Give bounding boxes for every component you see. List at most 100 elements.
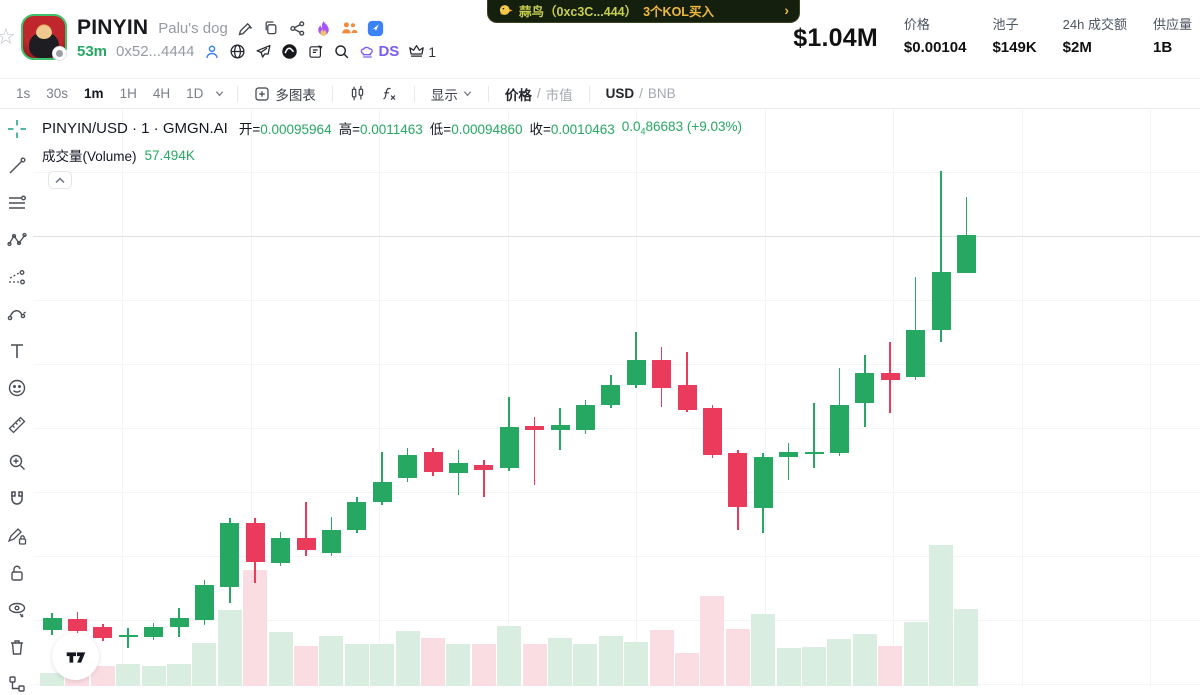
candle-body xyxy=(804,451,824,454)
candlestick-chart[interactable] xyxy=(0,110,1200,686)
stat-price: 价格 $0.00104 xyxy=(903,17,967,56)
favorite-star-icon[interactable]: ☆ xyxy=(0,24,16,49)
close-value: 0.0010463 xyxy=(550,122,615,137)
volume-bar xyxy=(700,595,725,686)
stat-supply: 供应量 1B xyxy=(1152,17,1192,56)
xabcd-pattern-tool[interactable] xyxy=(6,229,28,251)
pump-icon[interactable] xyxy=(281,43,298,60)
candle-body xyxy=(728,453,748,507)
draw-lock-tool[interactable] xyxy=(6,525,28,547)
volume-bar xyxy=(725,629,750,686)
volume-bar xyxy=(522,644,547,686)
volume-bar xyxy=(243,569,268,686)
chart-toolbar: 1s 30s 1m 1H 4H 1D 多图表 显示 价格 / 市值 USD / BNB xyxy=(0,78,1200,109)
volume-bar xyxy=(370,644,395,686)
trend-line-tool[interactable] xyxy=(6,155,28,177)
deployer-icon[interactable] xyxy=(203,43,220,60)
volume-bar xyxy=(497,625,522,686)
token-avatar[interactable] xyxy=(21,14,67,60)
banner-arrow-icon: › xyxy=(784,2,789,18)
candle-body xyxy=(677,385,697,410)
bird-icon xyxy=(499,5,513,15)
market-cap-value: $1.04M xyxy=(793,24,878,52)
edit-icon[interactable] xyxy=(237,20,254,37)
volume-bar xyxy=(852,634,877,686)
chain-badge xyxy=(52,46,67,61)
volume-bar xyxy=(598,636,623,686)
volume-bar xyxy=(395,631,420,686)
candle-body xyxy=(880,373,900,380)
indicators-button[interactable] xyxy=(373,86,405,102)
community-icon[interactable] xyxy=(341,20,358,37)
token-age: 53m xyxy=(77,43,108,60)
timeframe-dropdown-icon[interactable] xyxy=(211,85,228,102)
legend-title[interactable]: PINYIN/USD · 1 · GMGN.AI xyxy=(42,119,228,137)
volume-bar xyxy=(319,636,344,686)
crosshair-tool[interactable] xyxy=(6,118,28,140)
volume-bar xyxy=(929,545,953,686)
gridline-vertical xyxy=(507,110,509,686)
candle-body xyxy=(753,456,773,509)
gridline-vertical xyxy=(764,110,766,686)
tree-view-tool[interactable] xyxy=(6,673,28,695)
timeframe-1d[interactable]: 1D xyxy=(186,86,204,101)
gridline-horizontal xyxy=(0,556,1200,557)
magnet-tool[interactable] xyxy=(6,488,28,510)
kol-rank[interactable]: 1 xyxy=(408,44,436,60)
hide-drawings-tool[interactable] xyxy=(6,599,28,621)
kol-alert-banner[interactable]: 蒜鸟（0xc3C...444） 3个KOL买入 › xyxy=(487,0,800,23)
remove-drawings-tool[interactable] xyxy=(6,636,28,658)
curve-tool[interactable] xyxy=(6,303,28,325)
memo-icon[interactable] xyxy=(307,43,324,60)
unlock-tool[interactable] xyxy=(6,562,28,584)
volume-bar xyxy=(471,644,496,686)
share-icon[interactable] xyxy=(289,20,306,37)
gridline-vertical xyxy=(250,110,252,686)
text-tool[interactable] xyxy=(6,340,28,362)
fib-retracement-tool[interactable] xyxy=(6,192,28,214)
gridline-horizontal xyxy=(0,620,1200,621)
zoom-in-tool[interactable] xyxy=(6,451,28,473)
measure-tool[interactable] xyxy=(6,414,28,436)
high-value: 0.0011463 xyxy=(359,122,423,137)
timeframe-30s[interactable]: 30s xyxy=(46,86,69,101)
timeframe-1m[interactable]: 1m xyxy=(84,86,104,101)
volume-bar xyxy=(903,621,928,686)
volume-bar xyxy=(192,642,217,686)
close-label: 收= xyxy=(529,122,551,137)
dev-screener-link[interactable]: DS xyxy=(359,43,399,60)
candle-body xyxy=(372,481,392,502)
candle-body xyxy=(525,426,545,430)
price-mcap-toggle[interactable]: 价格 / 市值 xyxy=(504,86,573,103)
banner-wallet-text: 蒜鸟（0xc3C...444） xyxy=(519,4,638,19)
candle-body xyxy=(321,530,341,554)
candle-body xyxy=(67,618,87,632)
projection-tool[interactable] xyxy=(6,266,28,288)
legend-collapse-button[interactable] xyxy=(48,171,72,189)
token-address[interactable]: 0x52...4444 xyxy=(116,43,195,60)
candle-body xyxy=(956,235,976,274)
flame-icon[interactable] xyxy=(315,20,332,37)
currency-toggle[interactable]: USD / BNB xyxy=(605,86,676,101)
emoji-tool[interactable] xyxy=(6,377,28,399)
website-globe-icon[interactable] xyxy=(229,43,246,60)
display-dropdown[interactable]: 显示 xyxy=(424,84,479,104)
stat-liquidity: 池子 $149K xyxy=(992,17,1037,56)
verified-badge-icon[interactable] xyxy=(367,20,384,37)
stat-volume-24h: 24h 成交额 $2M xyxy=(1062,17,1127,56)
candle-wick xyxy=(483,460,485,497)
timeframe-1h[interactable]: 1H xyxy=(119,86,137,101)
timeframe-1s[interactable]: 1s xyxy=(16,86,31,101)
fx-icon xyxy=(383,87,396,100)
candle-style-button[interactable] xyxy=(342,85,373,102)
open-label: 开= xyxy=(238,122,261,137)
search-icon[interactable] xyxy=(333,43,350,60)
open-value: 0.00095964 xyxy=(260,122,332,137)
token-symbol: PINYIN xyxy=(77,16,149,39)
telegram-icon[interactable] xyxy=(255,43,272,60)
multi-chart-button[interactable]: 多图表 xyxy=(247,84,323,104)
timeframe-4h[interactable]: 4H xyxy=(152,86,171,101)
gridline-vertical xyxy=(379,110,380,686)
copy-icon[interactable] xyxy=(263,20,280,37)
tradingview-logo[interactable] xyxy=(52,633,99,680)
